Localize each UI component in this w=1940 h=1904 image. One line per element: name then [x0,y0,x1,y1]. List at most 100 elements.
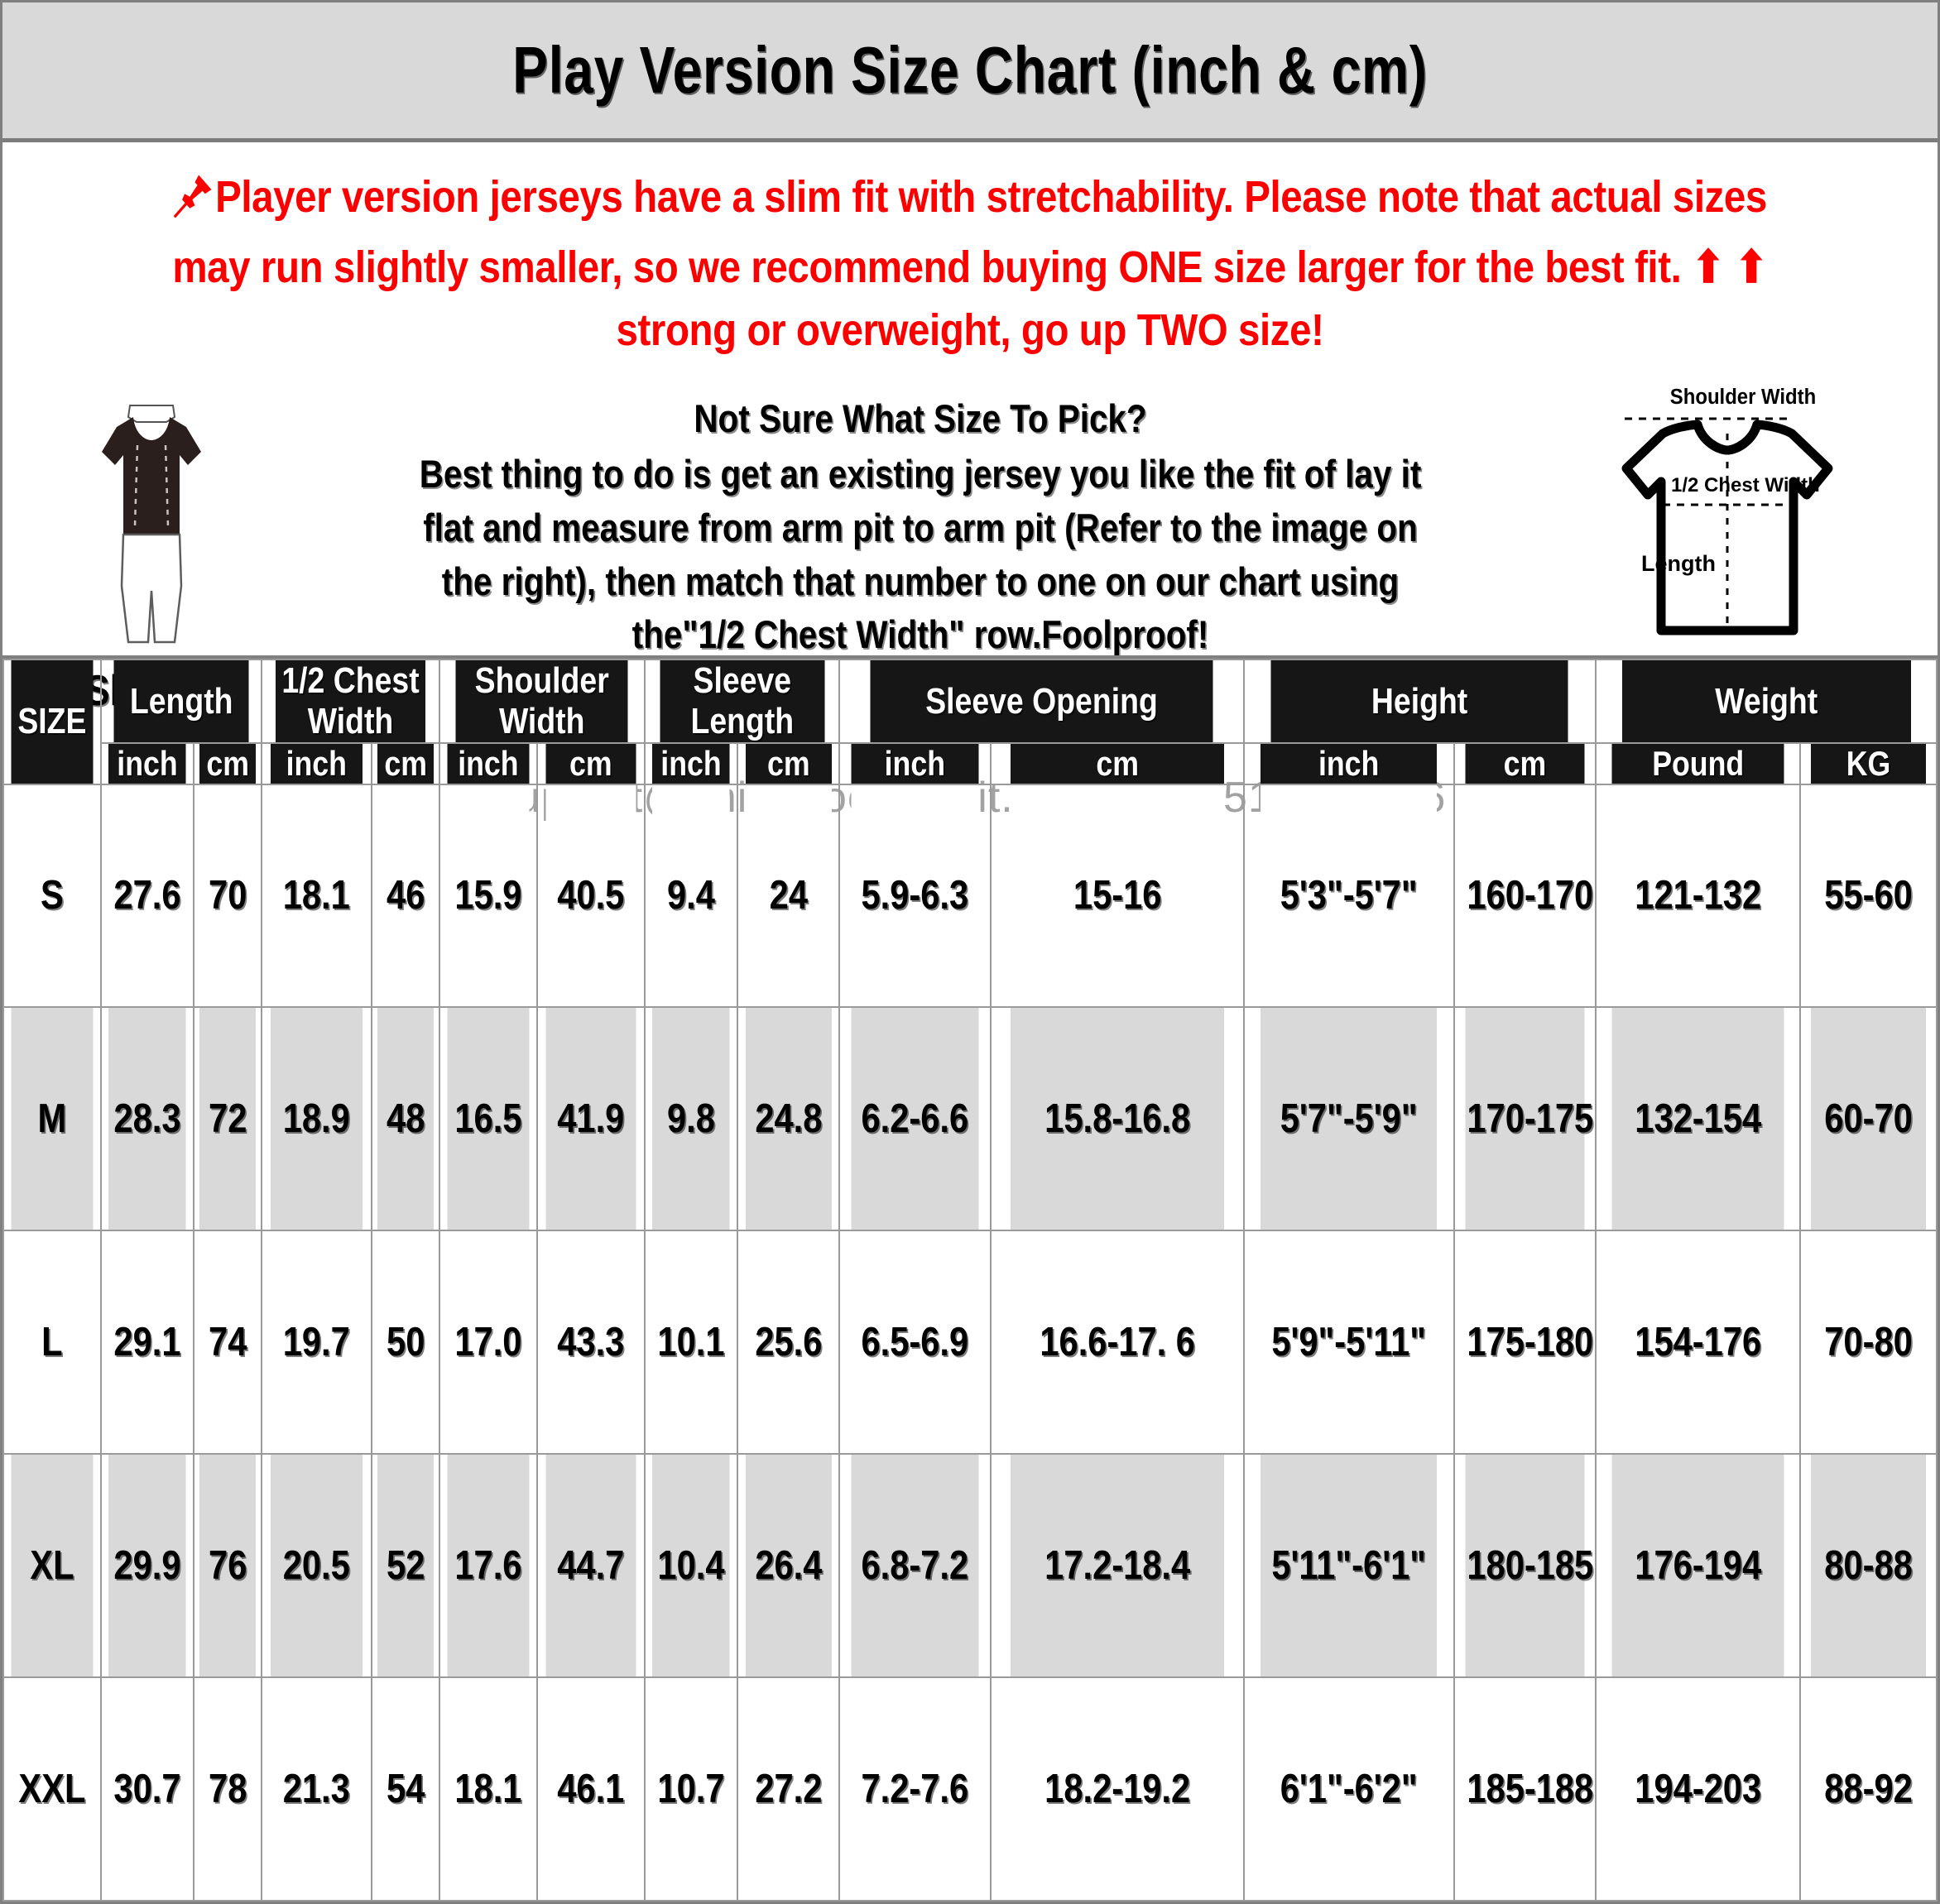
cell: 160-170 [1463,783,1593,1009]
cell: 5'11"-6'1" [1259,1453,1439,1679]
header-unit-chest-inch: inch [269,741,364,785]
cell: 7.2-7.6 [850,1676,981,1902]
cell: 121-132 [1610,783,1786,1009]
cell: 46.1 [544,1676,637,1902]
cell: 6.2-6.6 [850,1006,981,1232]
cell: 6.8-7.2 [850,1453,981,1679]
instructions-block: Not Sure What Size To Pick? Best thing t… [300,382,1549,662]
header-unit-weight-pound: Pound [1610,741,1786,785]
cell: 15.9 [446,783,531,1009]
table-row: XXL 30.7 78 21.3 54 18.1 46.1 10.7 27.2 … [3,1676,1937,1902]
cell: 6.5-6.9 [850,1230,981,1456]
cell: 24.8 [744,1006,833,1232]
cell: 48 [376,1006,435,1232]
header-unit-chest-cm: cm [376,741,435,785]
cell-size: S [9,783,94,1009]
header-group-chest-width: 1/2 Chest Width [274,659,427,744]
cell: 78 [198,1676,257,1902]
header-unit-height-inch: inch [1259,741,1439,785]
cell: 176-194 [1610,1453,1786,1679]
cell: 18.2-19.2 [1009,1676,1227,1902]
cell: 16.5 [446,1006,531,1232]
cell: 19.7 [269,1230,364,1456]
cell: 18.9 [269,1006,364,1232]
header-group-length: Length [112,659,251,744]
cell: 74 [198,1230,257,1456]
instructions-heading: Not Sure What Size To Pick? [694,396,1147,441]
svg-text:Shoulder Width: Shoulder Width [1670,385,1816,409]
cell: 46 [376,783,435,1009]
cell: 10.4 [651,1453,732,1679]
svg-text:1/2 Chest Width: 1/2 Chest Width [1671,474,1820,496]
cell: 26.4 [744,1453,833,1679]
header-unit-sleeve-opening-inch: inch [850,741,981,785]
warning-note: Player version jerseys have a slim fit w… [2,142,1938,367]
cell: 9.4 [651,783,732,1009]
cell: 9.8 [651,1006,732,1232]
cell-size: XL [9,1453,94,1679]
slim-fit-jersey-icon [69,394,234,655]
tshirt-measurement-diagram: Shoulder Width 1/2 Chest Width Length [1565,382,1921,659]
title-bar: Play Version Size Chart (inch & cm) [2,0,1938,142]
info-strip: Slim Fit Not Sure What Size To Pick? Bes… [2,367,1938,715]
header-unit-sleeve-opening-cm: cm [1009,741,1227,785]
page-title: Play Version Size Chart (inch & cm) [512,33,1428,107]
cell: 44.7 [544,1453,637,1679]
cell: 18.1 [446,1676,531,1902]
cell: 5.9-6.3 [850,783,981,1009]
header-group-weight: Weight [1620,659,1912,744]
cell: 88-92 [1809,1676,1928,1902]
cell: 24 [744,783,833,1009]
cell: 30.7 [107,1676,188,1902]
cell: 175-180 [1463,1230,1593,1456]
cell: 50 [376,1230,435,1456]
cell: 10.7 [651,1676,732,1902]
warning-text: Player version jerseys have a slim fit w… [172,172,1768,356]
cell: 194-203 [1610,1676,1786,1902]
cell: 29.1 [107,1230,188,1456]
cell: 40.5 [544,783,637,1009]
cell: 76 [198,1453,257,1679]
cell: 29.9 [107,1453,188,1679]
cell: 41.9 [544,1006,637,1232]
table-row: S 27.6 70 18.1 46 15.9 40.5 9.4 24 5.9-6… [3,783,1937,1009]
cell: 70-80 [1809,1230,1928,1456]
header-unit-shoulder-inch: inch [446,741,531,785]
table-header-unit-row: inch cm inch cm inch cm inch cm inch cm … [3,741,1937,785]
instructions-line-1: Best thing to do is get an existing jers… [419,451,1422,496]
cell: 18.1 [269,783,364,1009]
cell: 55-60 [1809,783,1928,1009]
cell: 132-154 [1610,1006,1786,1232]
cell: 10.1 [651,1230,732,1456]
cell: 28.3 [107,1006,188,1232]
header-unit-length-inch: inch [107,741,188,785]
cell: 80-88 [1809,1453,1928,1679]
cell: 6'1"-6'2" [1259,1676,1439,1902]
cell-size: XXL [9,1676,94,1902]
tshirt-diagram-block: Shoulder Width 1/2 Chest Width Length [1549,382,1938,659]
header-group-height: Height [1270,659,1570,744]
cell: 15-16 [1009,783,1227,1009]
cell: 25.6 [744,1230,833,1456]
cell: 54 [376,1676,435,1902]
cell: 17.0 [446,1230,531,1456]
header-group-shoulder-width: Shoulder Width [454,659,630,744]
cell: 60-70 [1809,1006,1928,1232]
cell: 17.2-18.4 [1009,1453,1227,1679]
header-unit-sleeve-length-inch: inch [651,741,732,785]
table-header-group-row: SIZE Length 1/2 Chest Width Shoulder Wid… [3,659,1937,785]
cell: 52 [376,1453,435,1679]
cell: 17.6 [446,1453,531,1679]
cell: 170-175 [1463,1006,1593,1232]
cell: 5'3"-5'7" [1259,783,1439,1009]
cell: 27.2 [744,1676,833,1902]
instructions-line-4: the"1/2 Chest Width" row.Foolproof! [631,612,1209,657]
cell: 20.5 [269,1453,364,1679]
instructions-line-3: the right), then match that number to on… [441,559,1400,603]
cell: 72 [198,1006,257,1232]
header-group-sleeve-length: Sleeve Length [658,659,826,744]
cell: 180-185 [1463,1453,1593,1679]
cell: 27.6 [107,783,188,1009]
header-size: SIZE [9,659,94,785]
